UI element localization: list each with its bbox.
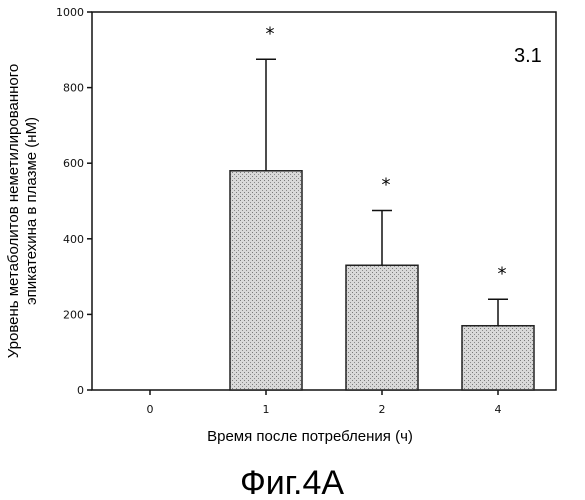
y-axis-ticks: 0 200 400 600 800 1000 [56, 6, 92, 397]
bar-4 [462, 326, 534, 390]
x-tick-label-2: 2 [379, 403, 386, 416]
y-tick-label-3: 600 [63, 157, 84, 170]
y-axis-label: Уровень метаболитов неметилированного эп… [5, 64, 40, 358]
bars [230, 171, 534, 390]
bar-2 [346, 265, 418, 390]
bar-1 [230, 171, 302, 390]
y-tick-label-2: 400 [63, 233, 84, 246]
y-tick-label-1: 200 [63, 308, 84, 321]
x-tick-label-3: 4 [495, 403, 502, 416]
y-tick-label-0: 0 [77, 384, 84, 397]
x-tick-label-0: 0 [147, 403, 154, 416]
figure-caption: Фиг.4А [240, 464, 344, 500]
significance-star-1: * [266, 23, 275, 44]
x-axis-label: Время после потребления (ч) [207, 428, 413, 445]
significance-star-4: * [498, 263, 507, 284]
x-axis-ticks: 0 1 2 4 [147, 390, 502, 416]
y-axis-label-line1: Уровень метаболитов неметилированного [5, 64, 22, 358]
y-tick-label-5: 1000 [56, 6, 84, 19]
x-tick-label-1: 1 [263, 403, 270, 416]
panel-label: 3.1 [514, 45, 542, 67]
y-axis-label-line2: эпикатехина в плазме (нМ) [23, 117, 40, 305]
y-tick-label-4: 800 [63, 82, 84, 95]
significance-star-2: * [382, 174, 391, 195]
